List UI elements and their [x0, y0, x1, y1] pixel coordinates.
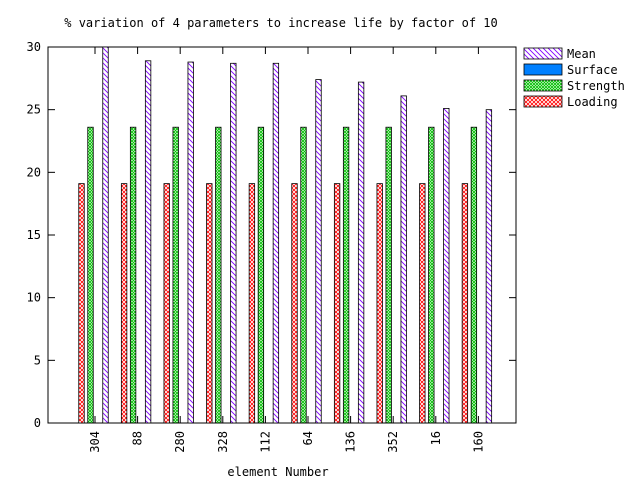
bar-mean [485, 109, 493, 424]
bar-loading [376, 183, 383, 424]
bar-loading [248, 183, 256, 424]
y-tick-label: 20 [27, 165, 41, 179]
bar-loading [163, 183, 170, 424]
bar-mean [230, 62, 237, 424]
bar-loading [206, 183, 213, 424]
bar-mean [357, 81, 365, 424]
bar-loading [461, 183, 469, 424]
legend-label-strength: Strength [567, 79, 625, 93]
bar-strength [342, 126, 350, 424]
x-tick-label: 328 [216, 431, 230, 453]
y-tick-label: 0 [34, 416, 41, 430]
bar-strength [215, 126, 222, 424]
legend-swatch-loading [523, 95, 563, 108]
x-tick-label: 160 [471, 431, 485, 453]
bar-strength [428, 126, 435, 424]
legend-swatch-strength [523, 79, 563, 92]
bar-mean [102, 46, 109, 424]
bar-strength [470, 126, 478, 424]
y-tick-label: 5 [34, 353, 41, 367]
legend: Mean Surface Strength Loading [523, 47, 625, 109]
bar-strength [87, 126, 94, 424]
x-tick-label: 112 [258, 431, 272, 453]
bar-mean [315, 79, 322, 424]
y-axis: 0 5 10 15 20 25 30 [27, 40, 516, 430]
x-tick-label: 16 [429, 431, 443, 445]
y-tick-label: 25 [27, 103, 41, 117]
y-tick-label: 10 [27, 291, 41, 305]
bar-loading [78, 183, 85, 424]
bar-strength [129, 126, 137, 424]
bar-loading [120, 183, 128, 424]
x-tick-label: 304 [88, 431, 102, 453]
bar-mean [144, 60, 152, 424]
y-tick-label: 15 [27, 228, 41, 242]
bar-loading [333, 183, 341, 424]
bar-strength [300, 126, 307, 424]
x-tick-label: 352 [386, 431, 400, 453]
bar-mean [443, 108, 450, 424]
bar-mean [400, 95, 407, 424]
legend-label-surface: Surface [567, 63, 618, 77]
bar-loading [419, 183, 426, 424]
legend-swatch-surface [523, 63, 563, 76]
y-tick-label: 30 [27, 40, 41, 54]
bars [78, 46, 493, 424]
x-tick-label: 88 [131, 431, 145, 445]
bar-strength [257, 126, 265, 424]
bar-strength [172, 126, 179, 424]
legend-label-loading: Loading [567, 95, 618, 109]
legend-swatch-mean [523, 47, 563, 60]
x-axis: 304 88 280 328 112 64 136 352 16 160 [88, 47, 485, 453]
chart-title: % variation of 4 parameters to increase … [64, 16, 497, 30]
x-tick-label: 280 [173, 431, 187, 453]
bar-mean [187, 61, 194, 424]
bar-strength [385, 126, 392, 424]
bar-mean [272, 62, 280, 424]
legend-label-mean: Mean [567, 47, 596, 61]
x-tick-label: 136 [344, 431, 358, 453]
x-tick-label: 64 [301, 431, 315, 445]
x-axis-label: element Number [227, 465, 328, 479]
bar-loading [291, 183, 298, 424]
